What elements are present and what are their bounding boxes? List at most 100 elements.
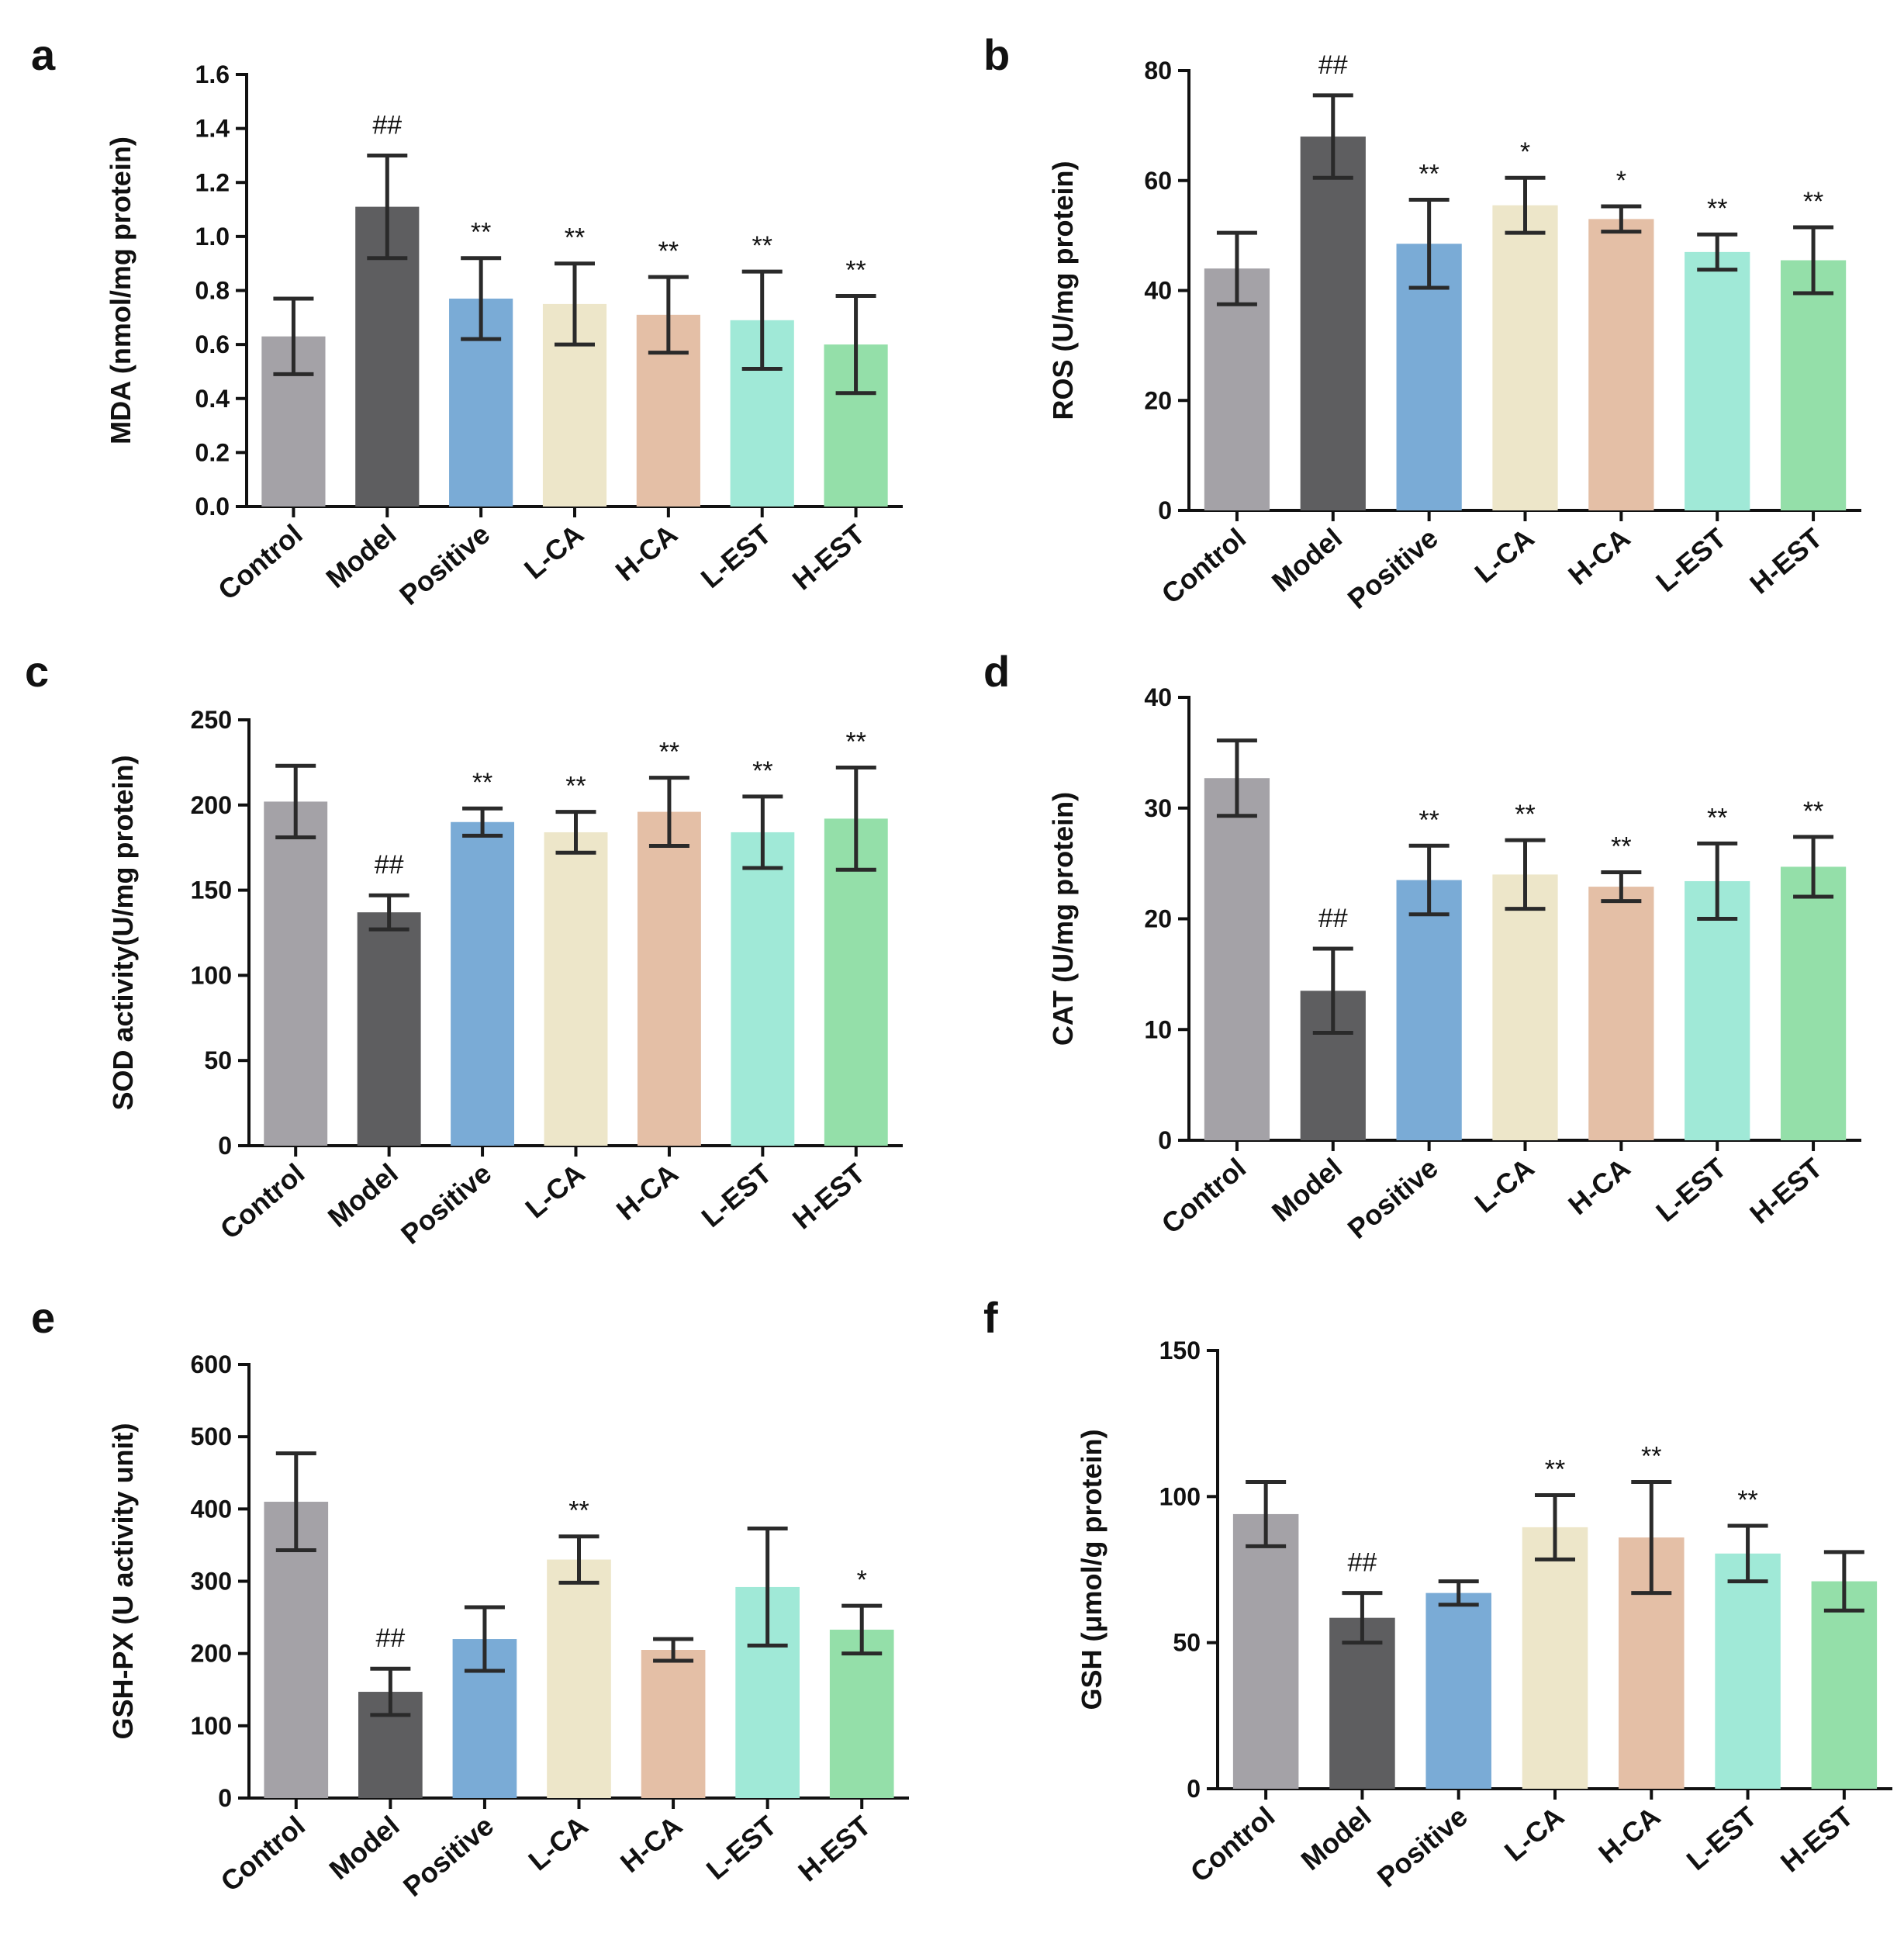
panel-letter: a [31, 30, 56, 79]
x-tick-label: Positive [395, 1157, 497, 1250]
x-tick-label: L-CA [518, 518, 589, 586]
bar-model [1329, 1617, 1395, 1789]
bar-positive [451, 821, 515, 1146]
x-tick-label: L-CA [522, 1810, 593, 1877]
bar-l-est [1685, 251, 1750, 510]
y-axis-label: GSH (μmol/g protein) [1076, 1429, 1107, 1710]
x-tick-label: L-CA [519, 1157, 590, 1225]
x-tick-label: H-EST [1743, 522, 1828, 600]
error-bar [742, 794, 783, 870]
x-tick-label: H-EST [786, 518, 871, 597]
y-axis-label: CAT (U/mg protein) [1047, 792, 1079, 1046]
bar-l-est [1685, 880, 1750, 1140]
chart-panel-e: e 0 100 200 300 400 500 600 GSH-PX (U activity u… [31, 1293, 909, 1903]
error-bar [1216, 230, 1257, 306]
significance-label: ## [1348, 1548, 1377, 1578]
significance-label: ** [565, 223, 585, 253]
significance-label: ** [472, 768, 492, 797]
x-tick-label: L-EST [1650, 522, 1732, 598]
panel-letter: d [983, 647, 1010, 696]
error-bar [835, 765, 876, 872]
significance-label: ## [1318, 904, 1348, 933]
x-tick-label: L-EST [700, 1810, 783, 1886]
bar-h-ca [1588, 887, 1654, 1140]
bar-l-ca [544, 832, 608, 1146]
significance-label: ## [372, 110, 402, 140]
y-axis-label: GSH-PX (U activity unit) [107, 1423, 139, 1739]
y-tick-label: 50 [1173, 1629, 1201, 1657]
error-bar [1505, 838, 1546, 911]
error-bar [835, 293, 876, 396]
error-bar [1823, 1550, 1864, 1613]
y-tick-label: 0.2 [195, 438, 230, 466]
error-bar [1793, 225, 1834, 296]
x-tick-label: H-CA [1562, 522, 1636, 591]
error-bar [648, 275, 689, 355]
significance-label: ** [1737, 1485, 1757, 1515]
x-tick-label: H-CA [614, 1810, 688, 1879]
x-tick-label: Positive [1371, 1800, 1474, 1893]
x-tick-label: Model [1266, 1152, 1348, 1228]
error-bar [367, 153, 408, 261]
y-tick-label: 50 [204, 1046, 232, 1074]
error-bar [1697, 232, 1738, 272]
bar-positive [1425, 1592, 1491, 1789]
y-tick-label: 0.4 [195, 385, 230, 413]
error-bar [1631, 1480, 1672, 1596]
error-bar [653, 1637, 694, 1663]
x-tick-label: Positive [393, 518, 496, 611]
bar-control [264, 801, 328, 1146]
error-bar [368, 893, 409, 932]
y-tick-label: 0 [1158, 496, 1172, 524]
significance-label: * [1616, 166, 1626, 195]
y-tick-label: 0.8 [195, 277, 230, 305]
y-tick-label: 80 [1144, 57, 1172, 85]
x-tick-label: Positive [1342, 522, 1444, 615]
error-bar [1601, 870, 1642, 904]
panel-letter: f [983, 1293, 998, 1342]
y-tick-label: 0.0 [195, 493, 230, 520]
significance-label: ** [1515, 800, 1535, 829]
error-bar [1601, 204, 1642, 234]
y-tick-label: 0 [218, 1784, 232, 1812]
significance-label: ** [1707, 194, 1727, 223]
x-tick-label: L-EST [1681, 1800, 1763, 1876]
y-tick-label: 40 [1144, 277, 1172, 305]
significance-label: ** [1803, 797, 1823, 826]
error-bar [461, 256, 502, 341]
x-tick-label: Model [1266, 522, 1348, 598]
error-bar [1342, 1591, 1383, 1645]
significance-label: ## [375, 1624, 405, 1653]
y-tick-label: 30 [1144, 794, 1172, 822]
significance-label: ** [1418, 805, 1439, 835]
y-tick-label: 0.6 [195, 330, 230, 358]
y-axis-label: SOD activity(U/mg protein) [107, 755, 139, 1110]
chart-panel-f: f 0 50 100 150 GSH (μmol/g protein) Control Mod… [983, 1293, 1892, 1893]
x-tick-label: L-CA [1468, 1152, 1539, 1219]
bar-h-est [1811, 1581, 1878, 1789]
error-bar [275, 763, 316, 840]
bar-l-ca [547, 1559, 611, 1798]
error-bar [370, 1666, 411, 1717]
significance-label: ** [471, 218, 491, 247]
significance-label: ** [846, 727, 866, 756]
error-bar [747, 1526, 788, 1648]
significance-label: ** [845, 255, 866, 285]
y-tick-label: 100 [1159, 1482, 1201, 1510]
error-bar [1246, 1480, 1287, 1548]
x-tick-label: Control [1156, 1152, 1252, 1240]
x-tick-label: Model [323, 1810, 405, 1886]
x-tick-label: Model [322, 1157, 404, 1233]
error-bar [1697, 841, 1738, 921]
x-tick-label: L-EST [695, 1157, 777, 1233]
y-tick-label: 100 [191, 961, 232, 989]
error-bar [841, 1603, 883, 1656]
y-tick-label: 600 [191, 1350, 232, 1378]
x-tick-label: L-CA [1498, 1800, 1570, 1868]
error-bar [1216, 738, 1257, 818]
x-tick-label: H-EST [786, 1157, 871, 1236]
error-bar [1312, 946, 1353, 1036]
bar-h-est [1780, 866, 1847, 1140]
bar-model [357, 912, 421, 1146]
